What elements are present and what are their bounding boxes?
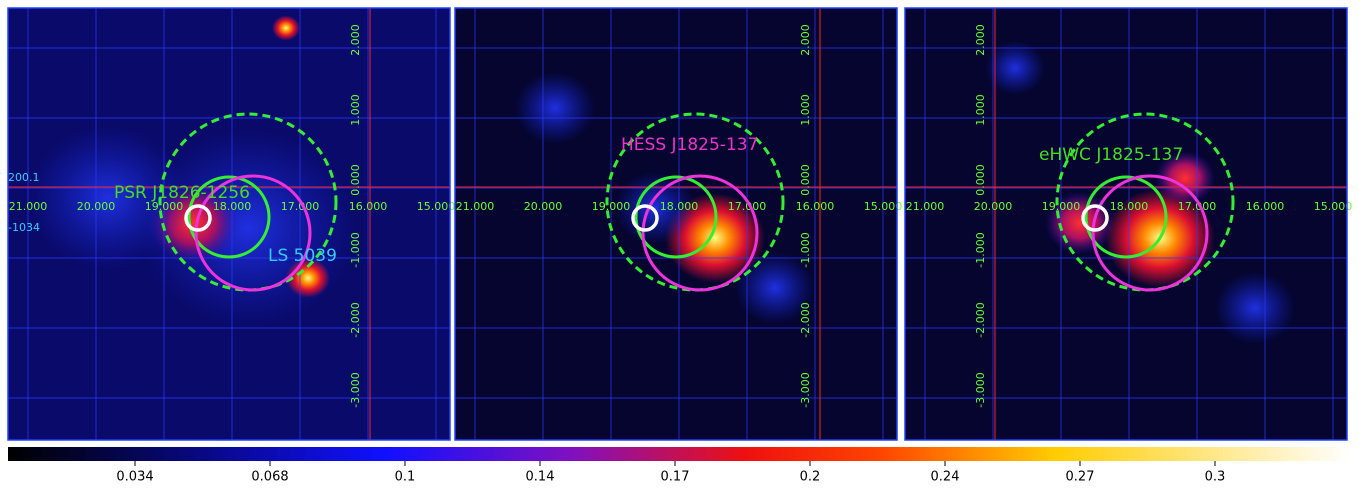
y-tick-label: 2.000 [349,24,362,56]
colorbar-tick-label: 0.27 [1066,470,1095,485]
colorbar-tick-label: 0.1 [395,470,416,485]
colorbar-tick-label: 0.14 [526,470,555,485]
x-tick-label: 16.000 [1246,200,1285,213]
x-tick-label: 21.000 [456,200,495,213]
y-tick-label: 0.000 [349,164,362,196]
screen: 21.00020.00019.00018.00017.00016.00015.0… [0,0,1359,487]
y-tick-label: 1.000 [349,94,362,126]
y-tick-label: -3.000 [799,372,812,407]
colorbar-tick-label: 0.17 [661,470,690,485]
y-tick-label: 1.000 [974,94,987,126]
colorbar-tick-label: 0.2 [800,470,821,485]
y-tick-label: -2.000 [974,302,987,337]
y-tick-label: 0.000 [974,164,987,196]
x-tick-label: 20.000 [974,200,1013,213]
source-label: PSR J1826-1256 [114,183,250,203]
y-tick-label: -3.000 [349,372,362,407]
emission [1215,272,1295,344]
x-tick-label: 16.000 [349,200,388,213]
x-tick-label: 21.000 [9,200,48,213]
emission [272,15,300,40]
source-label: HESS J1825-137 [621,135,758,155]
source-label: LS 5039 [268,246,337,266]
x-tick-label: 19.000 [1042,200,1081,213]
colorbar-tick-label: 0.24 [931,470,960,485]
x-tick-label: 19.000 [592,200,631,213]
colorbar-tick-label: 0.068 [251,470,288,485]
colorbar-tick-label: 0.3 [1205,470,1226,485]
colorbar-tick-label: 0.034 [116,470,153,485]
emission [515,72,595,144]
y-tick-label: 2.000 [974,24,987,56]
x-tick-label: 20.000 [77,200,116,213]
colorbar [8,447,1350,461]
y-tick-label: -1.000 [349,232,362,267]
x-tick-label: 16.000 [796,200,835,213]
edge-label: 200.1 [8,171,40,184]
edge-label: -1034 [8,221,40,234]
y-tick-label: -3.000 [974,372,987,407]
y-tick-label: -2.000 [349,302,362,337]
x-tick-label: 21.000 [906,200,945,213]
y-tick-label: -2.000 [799,302,812,337]
x-tick-label: 18.000 [1110,200,1149,213]
y-tick-label: 1.000 [799,94,812,126]
y-tick-label: 2.000 [799,24,812,56]
x-tick-label: 20.000 [524,200,563,213]
source-label: eHWC J1825-137 [1039,145,1183,165]
y-tick-label: -1.000 [974,232,987,267]
y-tick-label: 0.000 [799,164,812,196]
x-tick-label: 18.000 [660,200,699,213]
y-tick-label: -1.000 [799,232,812,267]
emission [985,41,1045,95]
